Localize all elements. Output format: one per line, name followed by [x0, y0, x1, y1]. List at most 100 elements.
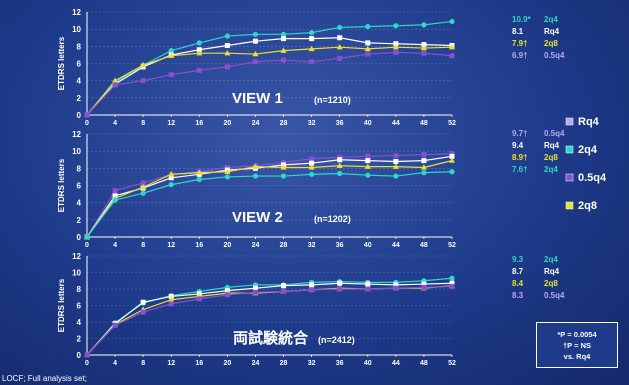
- data-point-Rq4: [252, 38, 258, 44]
- data-point-2q8: [336, 43, 343, 50]
- data-point-2q4: [252, 31, 259, 37]
- data-point-2q4: [365, 23, 371, 30]
- series-line-2q4: [86, 171, 453, 238]
- end-group-label: 2q4: [544, 165, 558, 174]
- data-point-2q4: [280, 31, 287, 37]
- end-value-label: 10.9*: [512, 15, 532, 24]
- data-point-Rq4: [337, 280, 343, 286]
- x-tick-label: 12: [167, 120, 175, 127]
- data-point-2q4: [196, 40, 202, 46]
- y-tick-label: 6: [77, 182, 82, 191]
- series-line-2q8: [86, 46, 453, 116]
- y-tick-label: 8: [77, 164, 82, 173]
- y-tick-label: 0: [77, 111, 82, 120]
- data-point-Rq4: [421, 42, 427, 48]
- data-point-2q4: [449, 18, 455, 25]
- end-value-label: 8.3: [512, 291, 524, 300]
- data-point-2q8: [252, 163, 259, 169]
- x-tick-label: 20: [223, 120, 231, 127]
- data-point-Rq4: [168, 293, 174, 299]
- x-tick-label: 36: [336, 242, 344, 249]
- end-value-label: 7.9†: [512, 39, 528, 48]
- data-point-2q4: [365, 172, 371, 178]
- legend-label: Rq4: [578, 116, 600, 128]
- y-tick-label: 10: [72, 25, 81, 34]
- x-tick-label: 52: [448, 242, 456, 249]
- series-line-2q4: [86, 20, 453, 116]
- x-tick-label: 24: [252, 120, 260, 127]
- data-point-0.5q4: [224, 164, 230, 170]
- x-tick-label: 44: [392, 120, 400, 127]
- x-tick-label: 28: [280, 242, 288, 249]
- data-point-2q4: [224, 33, 230, 39]
- data-point-0.5q4: [449, 284, 455, 290]
- data-point-0.5q4: [365, 286, 371, 292]
- data-point-Rq4: [337, 157, 343, 163]
- data-point-0.5q4: [309, 156, 315, 162]
- data-point-2q4: [224, 174, 230, 180]
- note-line-3: vs. Rq4: [563, 352, 591, 361]
- data-point-Rq4: [224, 42, 230, 48]
- data-point-2q4: [252, 173, 259, 179]
- x-tick-label: 40: [364, 360, 372, 367]
- legend-label: 2q4: [578, 144, 598, 156]
- data-point-Rq4: [168, 175, 174, 181]
- x-tick-label: 16: [195, 360, 203, 367]
- y-tick-label: 4: [77, 318, 82, 327]
- legend-swatch-2q8: [565, 201, 574, 210]
- data-point-2q8: [224, 168, 231, 174]
- data-point-Rq4: [393, 158, 399, 164]
- data-point-0.5q4: [140, 180, 146, 186]
- x-tick-label: 24: [252, 242, 260, 249]
- data-point-2q8: [168, 171, 175, 177]
- note-line-2: †P = NS: [562, 341, 591, 350]
- end-value-label: 8.7: [512, 267, 524, 276]
- x-tick-label: 20: [223, 242, 231, 249]
- data-point-Rq4: [365, 281, 371, 287]
- data-point-0.5q4: [309, 59, 315, 65]
- significance-note-box: *P = 0.0054 †P = NS vs. Rq4: [536, 322, 618, 368]
- x-tick-label: 48: [420, 242, 428, 249]
- y-tick-label: 4: [77, 199, 82, 208]
- end-group-label: Rq4: [544, 141, 560, 150]
- data-point-2q8: [196, 50, 203, 56]
- y-axis-label: ETDRS letters: [57, 278, 66, 332]
- series-line-0.5q4: [86, 51, 453, 116]
- x-tick-label: 28: [280, 120, 288, 127]
- data-point-2q4: [449, 275, 455, 281]
- data-point-2q8: [280, 47, 287, 53]
- series-line-0.5q4: [86, 153, 453, 238]
- data-point-2q8: [140, 184, 147, 190]
- data-point-0.5q4: [140, 78, 146, 84]
- data-point-2q4: [196, 176, 202, 183]
- x-tick-label: 32: [308, 120, 316, 127]
- y-tick-label: 6: [77, 302, 82, 311]
- x-tick-label: 16: [195, 120, 203, 127]
- x-tick-label: 12: [167, 360, 175, 367]
- data-point-2q4: [84, 234, 90, 240]
- y-tick-label: 12: [72, 130, 81, 139]
- x-tick-label: 8: [141, 360, 145, 367]
- y-tick-label: 2: [77, 335, 82, 344]
- data-point-2q4: [309, 171, 315, 177]
- data-point-Rq4: [309, 282, 315, 288]
- footer-note: LOCF; Full analysis set;: [2, 374, 87, 383]
- data-point-0.5q4: [196, 296, 202, 302]
- x-tick-label: 4: [113, 242, 117, 249]
- y-tick-label: 0: [77, 351, 82, 360]
- data-point-2q8: [392, 43, 399, 50]
- data-point-Rq4: [449, 153, 455, 159]
- data-point-Rq4: [393, 41, 399, 47]
- data-point-2q4: [393, 173, 399, 179]
- y-tick-label: 12: [72, 252, 81, 261]
- x-tick-label: 52: [448, 360, 456, 367]
- data-point-2q4: [280, 173, 287, 179]
- data-point-2q4: [449, 169, 455, 175]
- legend-label: 0.5q4: [578, 172, 607, 184]
- data-point-2q8: [336, 162, 343, 168]
- data-point-0.5q4: [421, 50, 427, 56]
- data-point-2q4: [337, 170, 343, 177]
- data-point-0.5q4: [393, 49, 399, 55]
- panel-title: VIEW 1: [232, 90, 283, 107]
